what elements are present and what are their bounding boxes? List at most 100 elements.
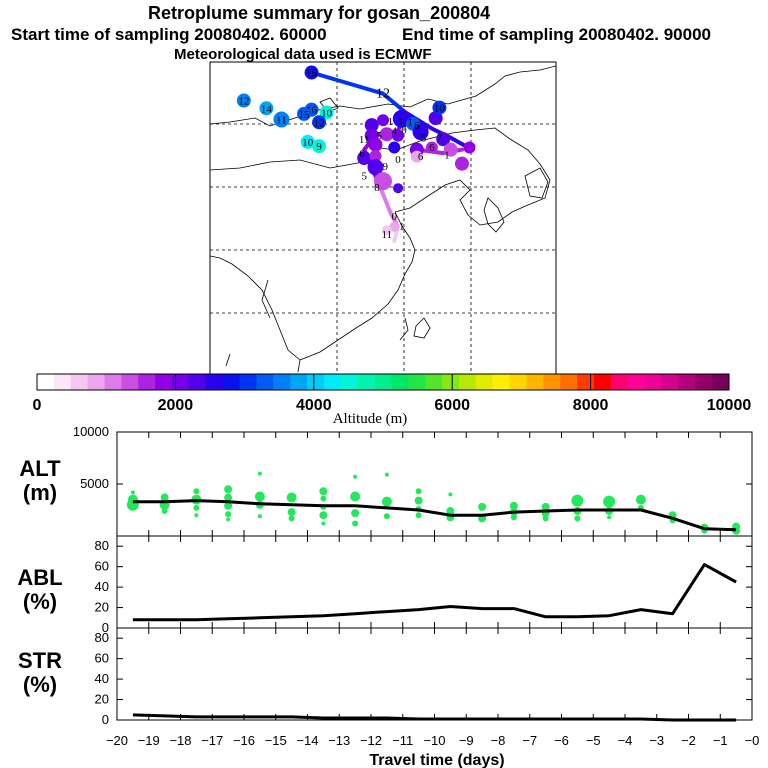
x-tick-label: −15 (265, 733, 287, 748)
x-tick-label: −18 (169, 733, 191, 748)
plume-label-marker (312, 139, 327, 154)
plume-label: 12 (376, 87, 390, 102)
marker-number: 6 (429, 142, 435, 154)
marker-number: 6 (414, 120, 420, 132)
x-tick-label: −10 (423, 733, 445, 748)
colorbar-tick-label: 10000 (707, 397, 752, 414)
plume-label-marker (300, 134, 315, 149)
colorbar-cell (526, 374, 544, 390)
colorbar-cell (138, 374, 156, 390)
colorbar-tick-label: 0 (33, 397, 42, 414)
plume-marker (393, 183, 404, 194)
x-tick-label: −9 (459, 733, 474, 748)
colorbar-cell (577, 374, 595, 390)
colorbar-cell (121, 374, 139, 390)
marker-number: 0 (392, 211, 398, 223)
plume-label-marker (432, 100, 447, 115)
plume-label: 10 (434, 103, 446, 115)
x-tick-label: −4 (618, 733, 633, 748)
colorbar-cell (695, 374, 713, 390)
alt-point (321, 521, 326, 526)
plume-marker (377, 114, 389, 127)
colorbar-tick-label: 4000 (296, 397, 332, 414)
plume-marker (392, 129, 405, 142)
colorbar-cell (340, 374, 359, 390)
alt-point (194, 513, 199, 518)
start-time-label: Start time of sampling 20080402. 60000 (11, 25, 327, 44)
y-tick-label: 40 (95, 671, 109, 686)
x-tick-label: −13 (328, 733, 350, 748)
str-unit: (%) (23, 672, 57, 697)
plume-label-marker (319, 105, 334, 120)
plume-label: 12 (314, 117, 325, 129)
marker-number: 0 (401, 124, 407, 136)
y-tick-label: 5000 (80, 476, 109, 491)
colorbar-cell (560, 374, 578, 390)
y-tick-label: 40 (95, 579, 109, 594)
plume-markers (273, 107, 476, 236)
alt-point (224, 501, 233, 510)
alt-point (384, 472, 389, 477)
colorbar-cell (627, 374, 646, 390)
x-tick-label: −0 (745, 733, 760, 748)
alt-point (415, 512, 422, 519)
x-axis-title: Travel time (days) (369, 752, 504, 768)
y-tick-label: 10000 (73, 424, 109, 439)
colorbar-cell (661, 374, 679, 390)
marker-number: 9 (383, 161, 389, 173)
marker-number: 5 (421, 133, 427, 145)
x-tick-label: −6 (554, 733, 569, 748)
colorbar-cell (307, 374, 325, 390)
plume-label-marker (304, 65, 319, 80)
str-label: STR (18, 648, 62, 673)
colorbar-cell (475, 374, 494, 390)
marker-number: 7 (437, 133, 443, 145)
alt-point (510, 514, 517, 521)
end-time-label: End time of sampling 20080402. 90000 (402, 25, 711, 44)
colorbar-cell (155, 374, 173, 390)
plume-label: 14 (261, 103, 273, 115)
marker-number: 11 (381, 229, 392, 241)
figure-title: Retroplume summary for gosan_200804 (148, 3, 491, 23)
y-tick-label: 60 (95, 651, 109, 666)
marker-number: 1 (398, 116, 404, 128)
altitude-colorbar: 0 2000 4000 6000 8000 10000 Altitude (m) (33, 373, 752, 427)
alt-point (288, 515, 295, 522)
colorbar-cell (391, 374, 409, 390)
y-tick-label: 80 (95, 538, 109, 553)
x-tick-label: −17 (201, 733, 223, 748)
colorbar-cell (425, 374, 443, 390)
trajectory-segment (309, 70, 408, 115)
abl-line (132, 563, 737, 622)
colorbar-tick-label: 2000 (158, 397, 194, 414)
alt-point (193, 488, 200, 495)
plume-marker (443, 142, 458, 157)
x-tick-label: −3 (649, 733, 664, 748)
alt-point (350, 491, 361, 502)
colorbar-tick-label: 6000 (434, 397, 470, 414)
marker-number: 1 (444, 150, 450, 162)
colorbar-cell (593, 374, 612, 390)
x-tick-label: −12 (360, 733, 382, 748)
plume-marker (369, 149, 382, 162)
alt-point (446, 507, 455, 516)
plume-marker (454, 156, 469, 171)
colorbar-title: Altitude (m) (333, 411, 408, 427)
marker-number: 1 (407, 117, 413, 129)
x-tick-label: −14 (296, 733, 318, 748)
plume-marker (412, 124, 429, 141)
plume-marker (389, 221, 400, 232)
y-tick-label: 20 (95, 692, 109, 707)
marker-number: 4 (392, 126, 398, 138)
plume-marker (364, 118, 379, 133)
alt-point (226, 517, 231, 522)
alt-point (225, 511, 232, 518)
alt-point (351, 509, 360, 518)
alt-point (542, 515, 549, 522)
plume-label: 11 (276, 114, 287, 126)
x-tick-label: −19 (138, 733, 160, 748)
met-data-label: Meteorological data used is ECMWF (174, 46, 432, 63)
y-tick-label: 80 (95, 630, 109, 645)
